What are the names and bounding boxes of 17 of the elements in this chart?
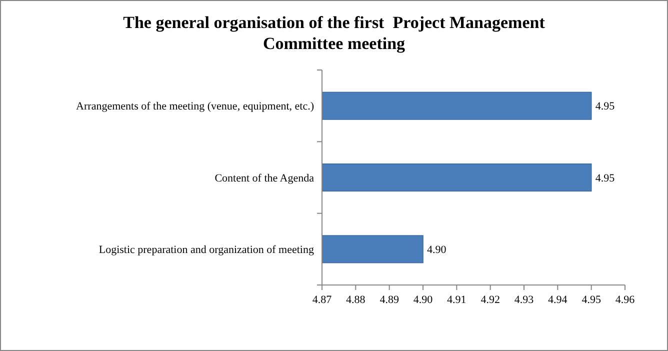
data-label: 4.95 bbox=[595, 172, 616, 184]
x-tick-label: 4.92 bbox=[480, 294, 500, 306]
x-tick-label: 4.93 bbox=[514, 294, 534, 306]
x-tick-label: 4.95 bbox=[582, 294, 602, 306]
x-tick-label: 4.87 bbox=[312, 294, 332, 306]
x-tick-label: 4.89 bbox=[380, 294, 400, 306]
x-tick-label: 4.94 bbox=[548, 294, 568, 306]
x-tick-label: 4.90 bbox=[413, 294, 434, 306]
x-tick-label: 4.88 bbox=[346, 294, 366, 306]
data-label: 4.90 bbox=[427, 244, 447, 256]
x-tick-label: 4.96 bbox=[615, 294, 636, 306]
y-tick-label: Content of the Agenda bbox=[214, 172, 314, 184]
data-label: 4.95 bbox=[595, 100, 616, 113]
x-tick-label: 4.91 bbox=[447, 294, 466, 306]
y-tick-label: Logistic preparation and organization of meeting bbox=[98, 244, 314, 256]
chart-title: The general organisation of the first Project Management Committee meeting bbox=[123, 13, 546, 53]
y-tick-label: Arrangements of the meeting (venue, equipment, etc.) bbox=[76, 100, 314, 113]
